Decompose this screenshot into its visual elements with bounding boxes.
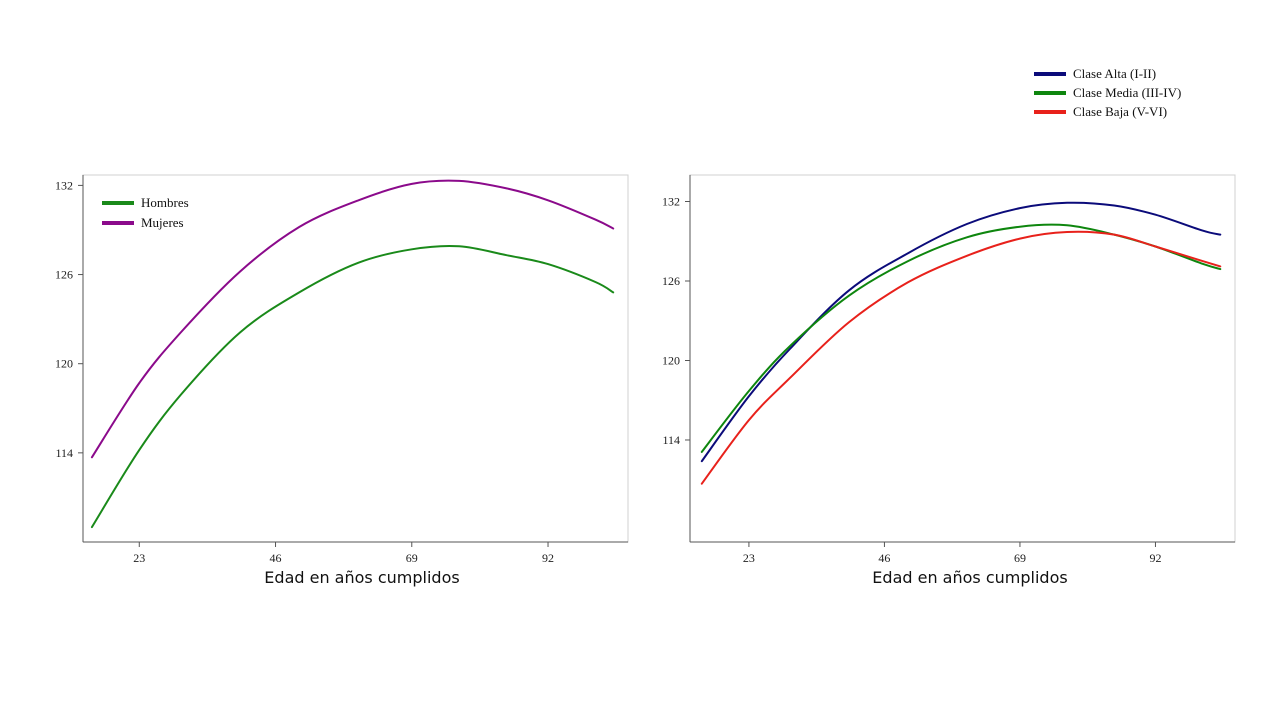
y-tick-label: 114 xyxy=(662,433,680,447)
chart-social-class: 114 120 126 132 23 46 69 92 Edad en años cumplid… xyxy=(662,66,1236,587)
x-tick-label: 46 xyxy=(878,551,890,565)
x-axis-title: Edad en años cumplidos xyxy=(264,568,459,587)
series-line-1 xyxy=(90,244,615,529)
y-tick-label: 120 xyxy=(662,353,680,367)
series-line-3 xyxy=(700,230,1222,485)
chart-sex: 114 120 126 132 23 46 69 92 Edad en años cumplid… xyxy=(55,174,629,587)
series-line-2 xyxy=(90,179,615,459)
legend-label: Clase Alta (I-II) xyxy=(1073,66,1156,81)
x-axis-title: Edad en años cumplidos xyxy=(872,568,1067,587)
y-tick-label: 132 xyxy=(55,178,73,192)
y-tick-label: 126 xyxy=(55,268,73,282)
plot-frame xyxy=(689,174,1236,543)
y-tick-label: 120 xyxy=(55,357,73,371)
x-tick-label: 69 xyxy=(1014,551,1026,565)
series-line-1 xyxy=(700,201,1222,463)
x-tick-label: 69 xyxy=(406,551,418,565)
x-tick-label: 92 xyxy=(542,551,554,565)
legend-label: Clase Baja (V-VI) xyxy=(1073,104,1167,119)
y-tick-label: 132 xyxy=(662,194,680,208)
x-tick-label: 23 xyxy=(133,551,145,565)
plot-frame xyxy=(82,174,629,543)
x-tick-label: 23 xyxy=(743,551,755,565)
x-tick-label: 46 xyxy=(270,551,282,565)
x-tick-label: 92 xyxy=(1149,551,1161,565)
legend-label: Mujeres xyxy=(141,215,184,230)
y-tick-label: 126 xyxy=(662,274,680,288)
legend-label: Hombres xyxy=(141,195,189,210)
legend-label: Clase Media (III-IV) xyxy=(1073,85,1181,100)
y-tick-label: 114 xyxy=(55,446,73,460)
